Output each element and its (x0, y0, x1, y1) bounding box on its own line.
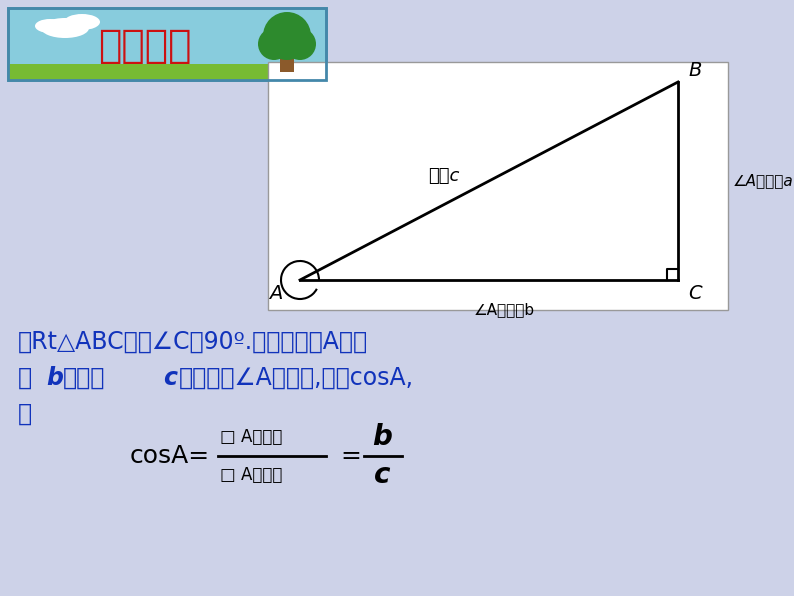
Text: 与斜边: 与斜边 (63, 366, 106, 390)
Bar (8, 8, 326, 80)
Bar (8, 64, 326, 80)
Text: ∠A的对边a: ∠A的对边a (733, 173, 794, 188)
Text: ∠A的邻边b: ∠A的邻边b (473, 302, 534, 317)
Text: 边: 边 (18, 366, 32, 390)
Text: cosA=: cosA= (130, 444, 210, 468)
Text: 即: 即 (18, 402, 32, 426)
Ellipse shape (64, 14, 100, 30)
Ellipse shape (41, 18, 89, 38)
Text: 余弦定义: 余弦定义 (98, 27, 191, 65)
Circle shape (263, 12, 311, 60)
Text: b: b (46, 366, 63, 390)
Ellipse shape (35, 19, 65, 33)
Text: b: b (372, 423, 392, 451)
Text: C: C (688, 284, 702, 303)
Bar (268, 62, 728, 310)
Text: B: B (688, 61, 701, 80)
Circle shape (258, 28, 290, 60)
Text: 的比叫做∠A的余弦,记作cosA,: 的比叫做∠A的余弦,记作cosA, (179, 366, 414, 390)
Text: 斜边c: 斜边c (428, 167, 460, 185)
Bar (280, 50, 294, 72)
Text: 在Rt△ABC中，∠C＝90º.我们把锐角A的邻: 在Rt△ABC中，∠C＝90º.我们把锐角A的邻 (18, 330, 368, 354)
Text: □ A的斜边: □ A的斜边 (220, 466, 283, 484)
Text: c: c (163, 366, 177, 390)
Bar (8, 8, 326, 80)
Text: A: A (268, 284, 282, 303)
Text: =: = (340, 444, 361, 468)
Text: c: c (374, 461, 390, 489)
Circle shape (284, 28, 316, 60)
Text: □ A的邻边: □ A的邻边 (220, 428, 283, 446)
